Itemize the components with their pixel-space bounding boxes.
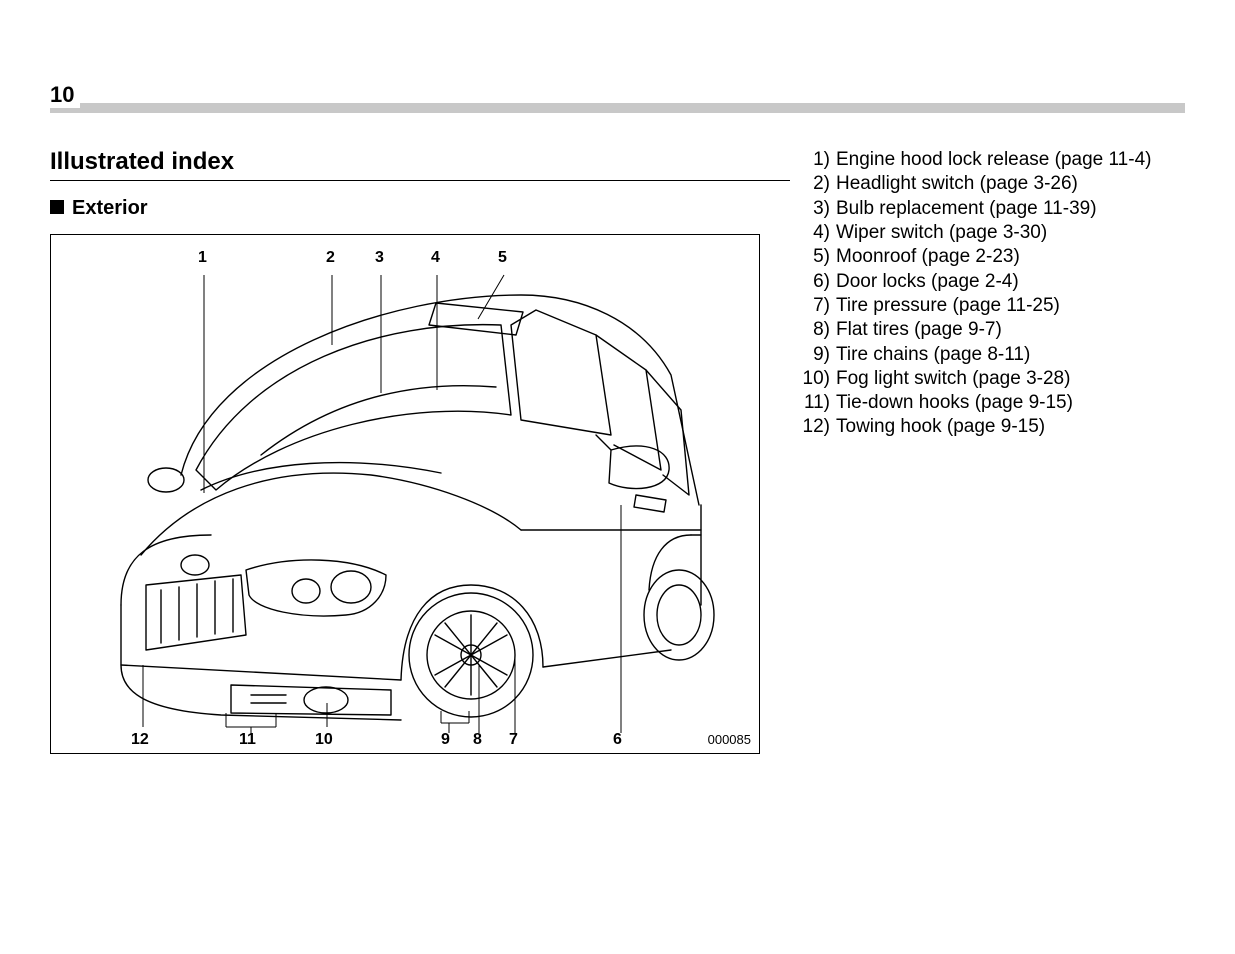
legend-num: 12): [800, 415, 836, 439]
legend-num: 7): [800, 294, 836, 318]
legend-text: Bulb replacement (page 11-39): [836, 197, 1185, 221]
left-column: Illustrated index Exterior: [50, 148, 790, 904]
legend-list: 1)Engine hood lock release (page 11-4) 2…: [790, 148, 1185, 904]
legend-num: 4): [800, 221, 836, 245]
subsection-heading: Exterior: [50, 197, 790, 220]
subsection-title: Exterior: [72, 197, 148, 219]
legend-text: Tire pressure (page 11-25): [836, 294, 1185, 318]
legend-num: 1): [800, 148, 836, 172]
legend-item: 11)Tie-down hooks (page 9-15): [800, 391, 1185, 415]
legend-text: Wiper switch (page 3-30): [836, 221, 1185, 245]
legend-num: 11): [800, 391, 836, 415]
legend-text: Engine hood lock release (page 11-4): [836, 148, 1185, 172]
callout-top-1: 1: [198, 249, 207, 267]
exterior-figure: 1 2 3 4 5 12 11 10 9 8 7 6 000085: [50, 234, 760, 754]
legend-num: 3): [800, 197, 836, 221]
legend-item: 9)Tire chains (page 8-11): [800, 343, 1185, 367]
callout-bottom-9: 9: [441, 731, 450, 749]
legend-item: 10)Fog light switch (page 3-28): [800, 367, 1185, 391]
page-number: 10: [50, 82, 80, 108]
page-body: Illustrated index Exterior: [50, 148, 1185, 904]
callout-bottom-8: 8: [473, 731, 482, 749]
callout-bottom-12: 12: [131, 731, 149, 749]
callout-bottom-6: 6: [613, 731, 622, 749]
legend-text: Moonroof (page 2-23): [836, 245, 1185, 269]
legend-text: Door locks (page 2-4): [836, 270, 1185, 294]
legend-num: 9): [800, 343, 836, 367]
legend-item: 6)Door locks (page 2-4): [800, 270, 1185, 294]
legend-text: Headlight switch (page 3-26): [836, 172, 1185, 196]
square-bullet-icon: [50, 200, 64, 214]
legend-text: Towing hook (page 9-15): [836, 415, 1185, 439]
callout-top-2: 2: [326, 249, 335, 267]
legend-num: 8): [800, 318, 836, 342]
callout-bottom-7: 7: [509, 731, 518, 749]
legend-item: 7)Tire pressure (page 11-25): [800, 294, 1185, 318]
vehicle-line-art: [51, 235, 761, 755]
legend-num: 6): [800, 270, 836, 294]
figure-id: 000085: [708, 732, 751, 747]
manual-page: 10 Illustrated index Exterior: [0, 0, 1235, 954]
legend-num: 2): [800, 172, 836, 196]
header-rule: [50, 103, 1185, 113]
section-title: Illustrated index: [50, 148, 790, 181]
callout-bottom-11: 11: [239, 731, 256, 749]
callout-top-3: 3: [375, 249, 384, 267]
legend-item: 1)Engine hood lock release (page 11-4): [800, 148, 1185, 172]
legend-num: 5): [800, 245, 836, 269]
legend-item: 5)Moonroof (page 2-23): [800, 245, 1185, 269]
legend-text: Fog light switch (page 3-28): [836, 367, 1185, 391]
callout-bottom-10: 10: [315, 731, 333, 749]
legend-item: 4)Wiper switch (page 3-30): [800, 221, 1185, 245]
legend-num: 10): [800, 367, 836, 391]
callout-top-4: 4: [431, 249, 440, 267]
legend-text: Flat tires (page 9-7): [836, 318, 1185, 342]
legend-item: 8)Flat tires (page 9-7): [800, 318, 1185, 342]
legend-item: 3)Bulb replacement (page 11-39): [800, 197, 1185, 221]
legend-item: 12)Towing hook (page 9-15): [800, 415, 1185, 439]
legend-text: Tie-down hooks (page 9-15): [836, 391, 1185, 415]
legend-item: 2)Headlight switch (page 3-26): [800, 172, 1185, 196]
legend-text: Tire chains (page 8-11): [836, 343, 1185, 367]
callout-top-5: 5: [498, 249, 507, 267]
